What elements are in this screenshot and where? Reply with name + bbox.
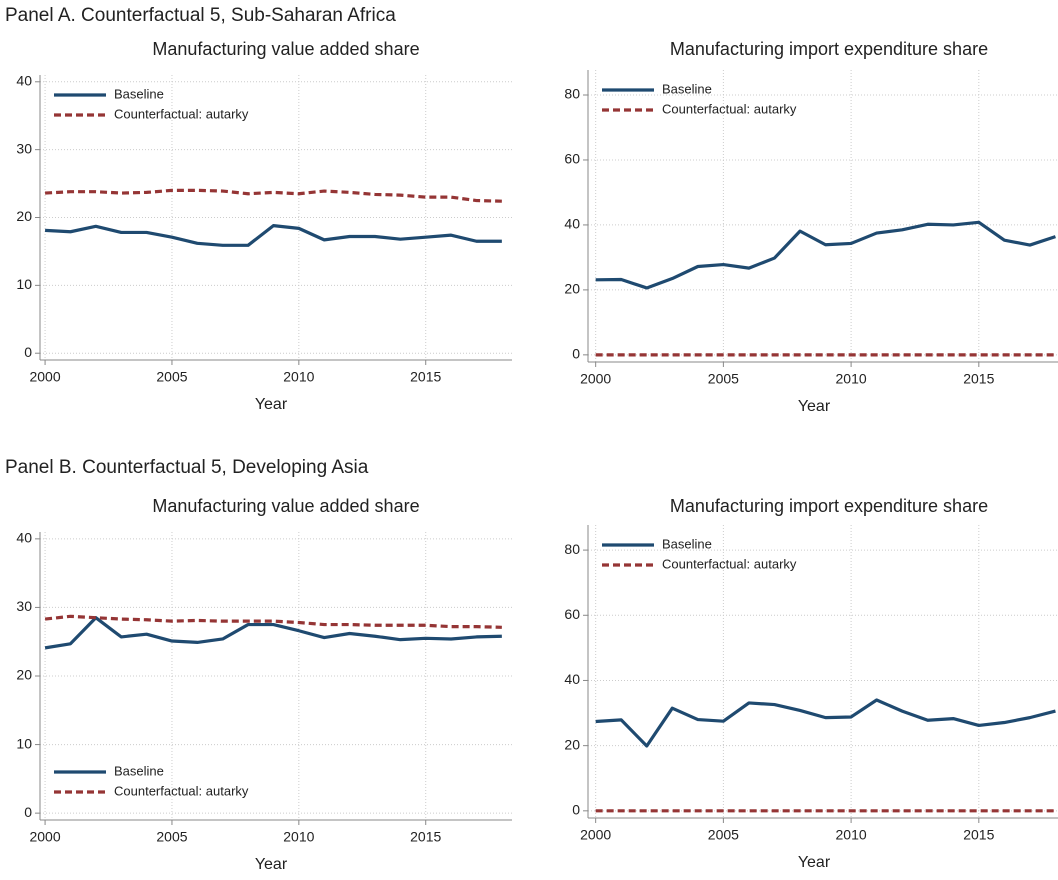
legend-label: Baseline [662,536,712,551]
x-axis-label: Year [255,856,288,873]
y-tick-label: 30 [16,140,32,156]
chart-title: Manufacturing value added share [152,496,419,516]
series-line [44,224,502,247]
chart-title: Manufacturing import expenditure share [670,39,988,59]
y-tick-label: 0 [572,802,580,818]
x-axis-label: Year [798,398,831,415]
y-tick-label: 20 [16,667,32,683]
legend-label: Counterfactual: autarky [662,101,797,116]
y-tick-label: 10 [16,276,32,292]
legend-label: Baseline [114,86,164,101]
y-tick-label: 10 [16,735,32,751]
y-tick-label: 0 [24,344,32,360]
x-tick-label: 2000 [580,827,611,843]
y-tick-label: 20 [16,208,32,224]
x-tick-label: 2010 [283,829,314,845]
panel-title: Panel A. Counterfactual 5, Sub-Saharan A… [5,5,396,26]
y-tick-label: 0 [24,804,32,820]
y-tick-label: 80 [564,86,580,102]
y-tick-label: 40 [16,72,32,88]
legend-label: Counterfactual: autarky [114,783,249,798]
y-tick-label: 40 [16,530,32,546]
y-tick-label: 0 [572,346,580,362]
y-tick-label: 30 [16,598,32,614]
x-tick-label: 2015 [410,369,441,385]
x-tick-label: 2010 [836,371,867,387]
chart-title: Manufacturing value added share [152,39,419,59]
legend-label: Baseline [114,763,164,778]
series-line [44,616,502,650]
y-tick-label: 60 [564,606,580,622]
y-tick-label: 60 [564,151,580,167]
series-line [595,220,1056,290]
x-tick-label: 2005 [156,369,187,385]
x-tick-label: 2005 [708,827,739,843]
x-tick-label: 2000 [29,829,60,845]
x-axis-label: Year [255,396,288,413]
legend-label: Baseline [662,81,712,96]
legend-label: Counterfactual: autarky [114,106,249,121]
series-line [44,188,502,203]
x-tick-label: 2010 [283,369,314,385]
y-tick-label: 80 [564,541,580,557]
series-line [595,698,1056,748]
y-tick-label: 20 [564,736,580,752]
chart-title: Manufacturing import expenditure share [670,496,988,516]
legend-label: Counterfactual: autarky [662,556,797,571]
x-tick-label: 2000 [580,371,611,387]
x-tick-label: 2000 [29,369,60,385]
x-tick-label: 2010 [836,827,867,843]
x-tick-label: 2005 [708,371,739,387]
y-tick-label: 40 [564,671,580,687]
x-axis-label: Year [798,854,831,871]
x-tick-label: 2015 [963,827,994,843]
y-tick-label: 40 [564,216,580,232]
y-tick-label: 20 [564,281,580,297]
x-tick-label: 2005 [156,829,187,845]
x-tick-label: 2015 [410,829,441,845]
panel-title: Panel B. Counterfactual 5, Developing As… [5,457,369,478]
x-tick-label: 2015 [963,371,994,387]
